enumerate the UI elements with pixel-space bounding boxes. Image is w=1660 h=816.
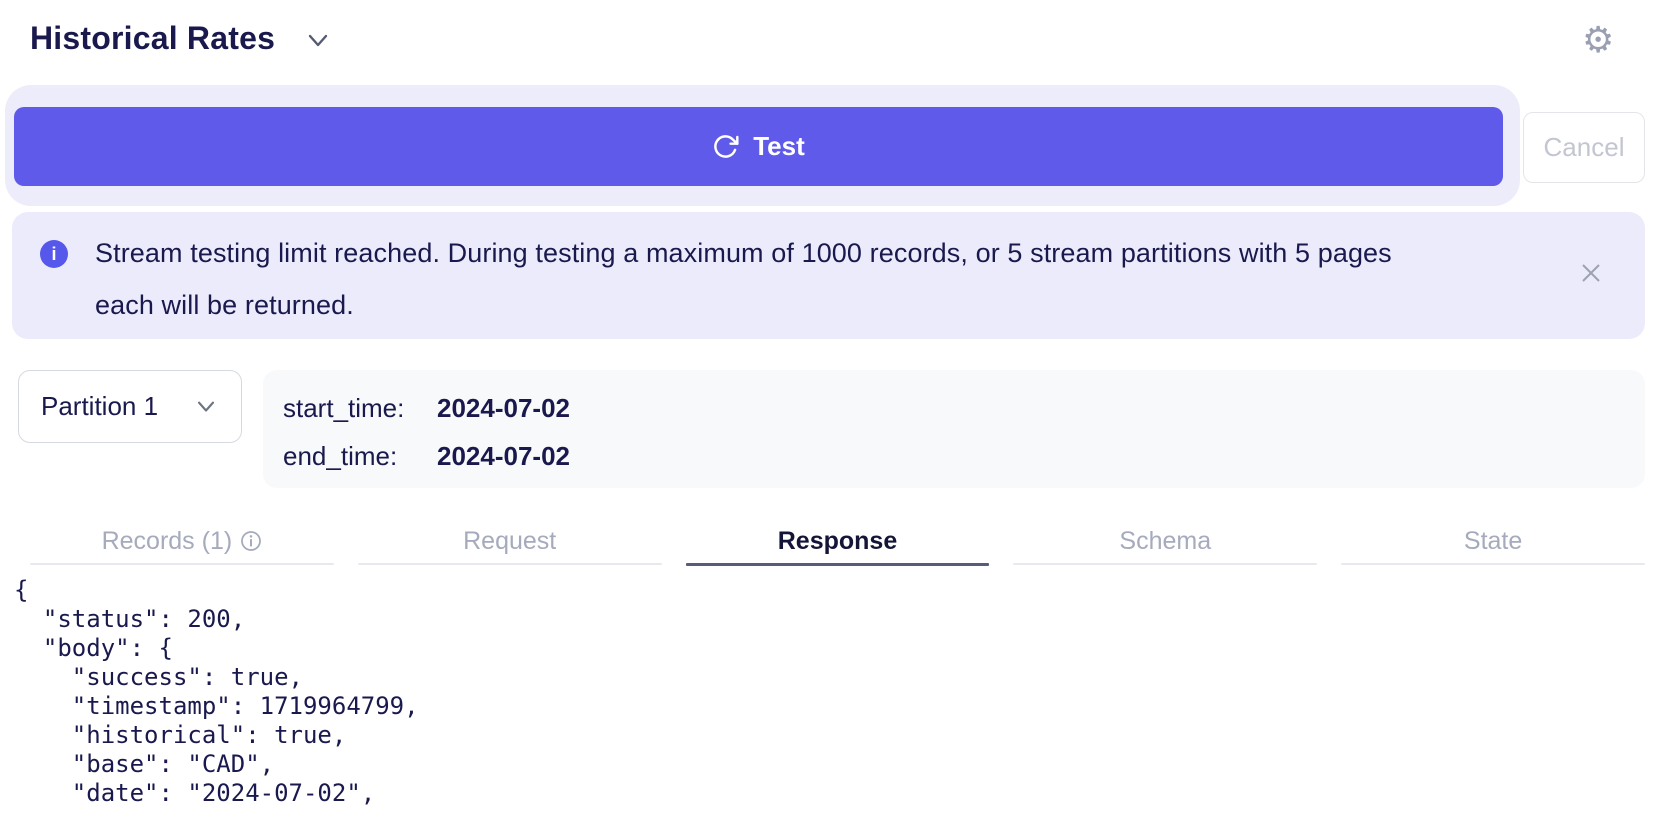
banner-text-line: Stream testing limit reached. During tes… — [95, 238, 1392, 268]
partition-selector-label: Partition 1 — [41, 391, 159, 421]
tab-response[interactable]: Response — [685, 524, 990, 566]
banner-text: Stream testing limit reached. During tes… — [95, 227, 1495, 331]
response-json: { "status": 200, "body": { "success": tr… — [14, 576, 419, 807]
cancel-button[interactable]: Cancel — [1523, 112, 1645, 183]
banner-text-line: each will be returned. — [95, 290, 354, 320]
result-tabs: Records (1) Request Response Schema Stat… — [30, 524, 1645, 566]
close-icon[interactable] — [1576, 258, 1606, 288]
tab-request[interactable]: Request — [357, 524, 662, 566]
refresh-icon — [712, 133, 739, 160]
field-label: start_time: — [283, 393, 405, 423]
tab-records-label: Records (1) — [101, 526, 233, 555]
tab-response-label: Response — [777, 526, 898, 555]
tab-records[interactable]: Records (1) — [30, 524, 334, 566]
field-label: end_time: — [283, 441, 398, 471]
tab-state-label: State — [1463, 526, 1523, 555]
field-value: 2024-07-02 — [437, 393, 570, 423]
field-value: 2024-07-02 — [437, 441, 570, 471]
partition-field-row: end_time: 2024-07-02 — [283, 432, 1645, 480]
info-icon: i — [40, 240, 68, 268]
partition-info-panel: start_time: 2024-07-02 end_time: 2024-07… — [263, 370, 1645, 488]
partition-selector[interactable]: Partition 1 — [18, 370, 242, 443]
tab-request-label: Request — [463, 526, 557, 555]
page-title: Historical Rates — [30, 20, 276, 56]
test-bar: Test — [5, 85, 1520, 206]
stream-limit-banner: i Stream testing limit reached. During t… — [12, 212, 1645, 339]
tab-state[interactable]: State — [1341, 524, 1645, 566]
test-button-label: Test — [753, 131, 805, 161]
gear-icon[interactable]: ⚙ — [1582, 19, 1615, 60]
chevron-down-icon[interactable] — [306, 33, 330, 49]
tab-schema[interactable]: Schema — [1013, 524, 1318, 566]
chevron-down-icon — [195, 400, 217, 414]
test-button[interactable]: Test — [14, 107, 1503, 186]
tab-schema-label: Schema — [1119, 526, 1212, 555]
info-circle-icon — [240, 530, 262, 552]
partition-field-row: start_time: 2024-07-02 — [283, 384, 1645, 432]
